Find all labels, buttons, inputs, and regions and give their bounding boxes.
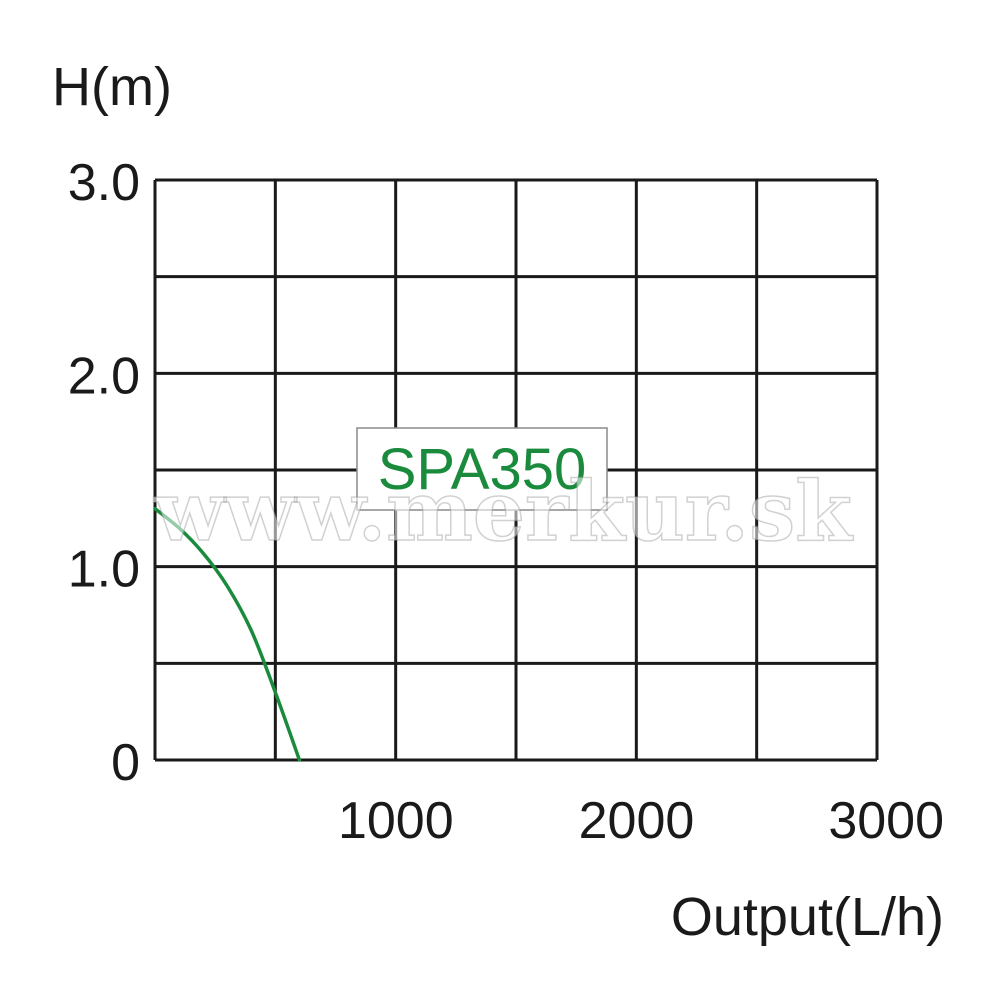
model-label: SPA350	[356, 427, 608, 511]
model-label-box	[356, 427, 608, 511]
y-tick-label: 3.0	[68, 154, 140, 212]
series-line	[153, 506, 302, 762]
watermark-text: www.merkur.sk	[153, 464, 854, 560]
y-tick-label: 1.0	[68, 541, 140, 599]
y-axis-title: H(m)	[52, 57, 172, 117]
x-axis-title: Output(L/h)	[671, 887, 944, 947]
series-layer	[153, 506, 302, 762]
y-tick-label: 2.0	[68, 347, 140, 405]
x-tick-label: 1000	[338, 792, 454, 850]
x-tick-label: 2000	[579, 792, 695, 850]
x-tick-label: 3000	[828, 792, 944, 850]
model-label-text: SPA350	[378, 437, 587, 502]
x-axis-ticks: 1000 2000 3000	[338, 792, 944, 850]
y-tick-label: 0	[111, 734, 140, 792]
grid	[153, 178, 879, 762]
y-axis-ticks: 0 1.0 2.0 3.0	[68, 154, 140, 792]
